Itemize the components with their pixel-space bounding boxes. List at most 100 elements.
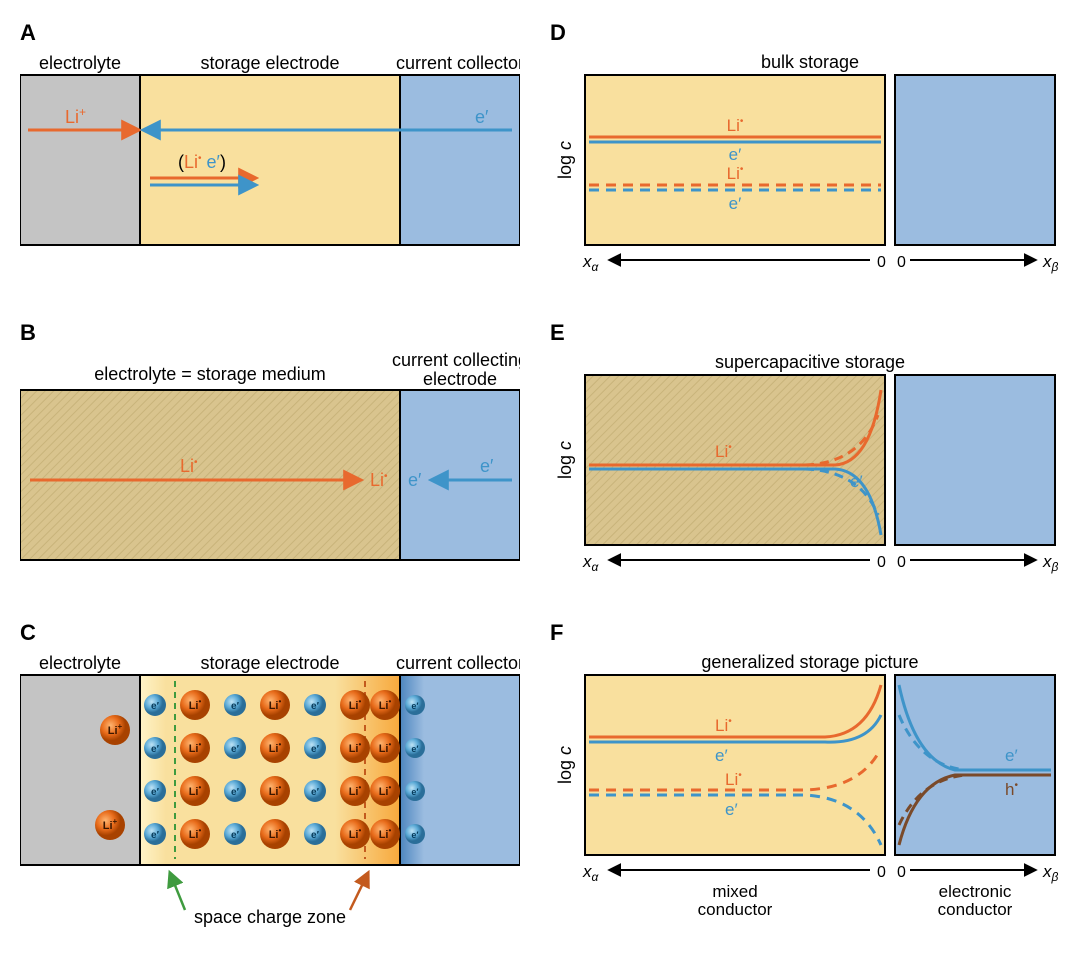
B-e-text: e′ [480,456,494,476]
panel-D: D bulk storage log c Li• e′ Li• e′ xα 0 … [550,20,1060,290]
C-lbl-electrolyte: electrolyte [39,653,121,673]
panel-A-svg: electrolyte storage electrode current co… [20,50,520,270]
F-bottom-right1: electronic [939,882,1012,901]
svg-text:e′: e′ [151,701,160,712]
svg-text:e′: e′ [151,830,160,841]
li-sphere: Li• [370,733,400,763]
F-right-e-lbl: e′ [1005,746,1018,765]
D-right [895,75,1055,245]
D-zero1: 0 [877,254,886,271]
svg-text:e′: e′ [411,830,418,840]
svg-text:e′: e′ [231,744,240,755]
li-sphere: Li• [180,776,210,806]
e-sphere: e′ [144,694,166,716]
A-e-text: e′ [475,107,489,127]
E-left [585,375,885,545]
B-left [20,390,400,560]
D-zero2: 0 [897,254,906,271]
panel-A: A electrolyte storage electrode current … [20,20,530,290]
li-sphere: Li• [180,819,210,849]
e-sphere: e′ [304,823,326,845]
F-ylabel: log c [555,746,575,784]
F-left [585,675,885,855]
F-right [895,675,1055,855]
e-sphere: e′ [405,738,425,758]
e-sphere: e′ [224,737,246,759]
panel-label-D: D [550,20,1060,46]
panel-C: C electrolyte storage electrode current … [20,620,530,930]
B-lbl-right2: electrode [423,369,497,389]
e-sphere: e′ [144,737,166,759]
li-sphere: Li• [340,733,370,763]
F-xalpha: xα [582,862,600,884]
E-e-lbl: e′ [850,472,863,491]
D-xbeta: xβ [1042,252,1059,274]
panel-E-svg: supercapacitive storage log c Li• e′ xα … [550,350,1060,590]
panel-D-svg: bulk storage log c Li• e′ Li• e′ xα 0 0 … [550,50,1060,290]
panel-label-C: C [20,620,530,646]
A-lbl-electrolyte: electrolyte [39,53,121,73]
F-bottom-right2: conductor [938,900,1013,919]
B-lbl-right1: current collecting [392,350,520,370]
svg-text:e′: e′ [311,830,320,841]
li-sphere: Li• [340,819,370,849]
A-paren: (Li• e′) [178,152,226,172]
e-sphere: e′ [304,780,326,802]
C-lbl-electrode: storage electrode [200,653,339,673]
figure-grid: A electrolyte storage electrode current … [20,20,1060,930]
E-zero2: 0 [897,554,906,571]
e-sphere: e′ [304,737,326,759]
C-scz-label: space charge zone [194,907,346,927]
C-electrolyte [20,675,140,865]
svg-text:e′: e′ [231,701,240,712]
svg-text:e′: e′ [311,787,320,798]
svg-text:e′: e′ [151,787,160,798]
e-sphere: e′ [304,694,326,716]
e-sphere: e′ [224,780,246,802]
C-arrow-green [170,873,185,910]
E-xbeta: xβ [1042,552,1059,574]
svg-text:e′: e′ [411,744,418,754]
F-title: generalized storage picture [701,652,918,672]
svg-text:e′: e′ [311,744,320,755]
B-e-start: e′ [408,470,422,490]
e-sphere: e′ [224,823,246,845]
li-sphere: Li• [260,776,290,806]
li-sphere: Li• [370,819,400,849]
F-zero2: 0 [897,864,906,881]
li-sphere: Li• [260,690,290,720]
C-lbl-collector: current collector [396,653,520,673]
e-sphere: e′ [405,781,425,801]
panel-label-B: B [20,320,530,346]
A-collector [400,75,520,245]
panel-F: F generalized storage picture log c Li• … [550,620,1060,930]
A-electrolyte [20,75,140,245]
A-lbl-collector: current collector [396,53,520,73]
panel-label-A: A [20,20,530,46]
F-bottom-left1: mixed [712,882,757,901]
li-sphere: Li• [340,776,370,806]
svg-text:e′: e′ [151,744,160,755]
svg-text:e′: e′ [231,787,240,798]
D-xalpha: xα [582,252,600,274]
panel-B-svg: electrolyte = storage medium current col… [20,350,520,580]
li-sphere: Li• [180,733,210,763]
li-sphere: Li• [260,819,290,849]
F-xbeta: xβ [1042,862,1059,884]
li-sphere: Li• [370,776,400,806]
E-xalpha: xα [582,552,600,574]
e-sphere: e′ [144,823,166,845]
li-sphere: Li• [340,690,370,720]
E-ylabel: log c [555,441,575,479]
D-title: bulk storage [761,52,859,72]
F-zero1: 0 [877,864,886,881]
li-sphere: Li• [370,690,400,720]
F-e-lbl: e′ [715,746,728,765]
D-e-dash-lbl: e′ [729,194,742,213]
panel-F-svg: generalized storage picture log c Li• e′… [550,650,1060,930]
panel-E: E supercapacitive storage log c Li• e′ x… [550,320,1060,590]
svg-text:e′: e′ [231,830,240,841]
D-e-solid-lbl: e′ [729,145,742,164]
D-ylabel: log c [555,141,575,179]
panel-C-svg: electrolyte storage electrode current co… [20,650,520,930]
